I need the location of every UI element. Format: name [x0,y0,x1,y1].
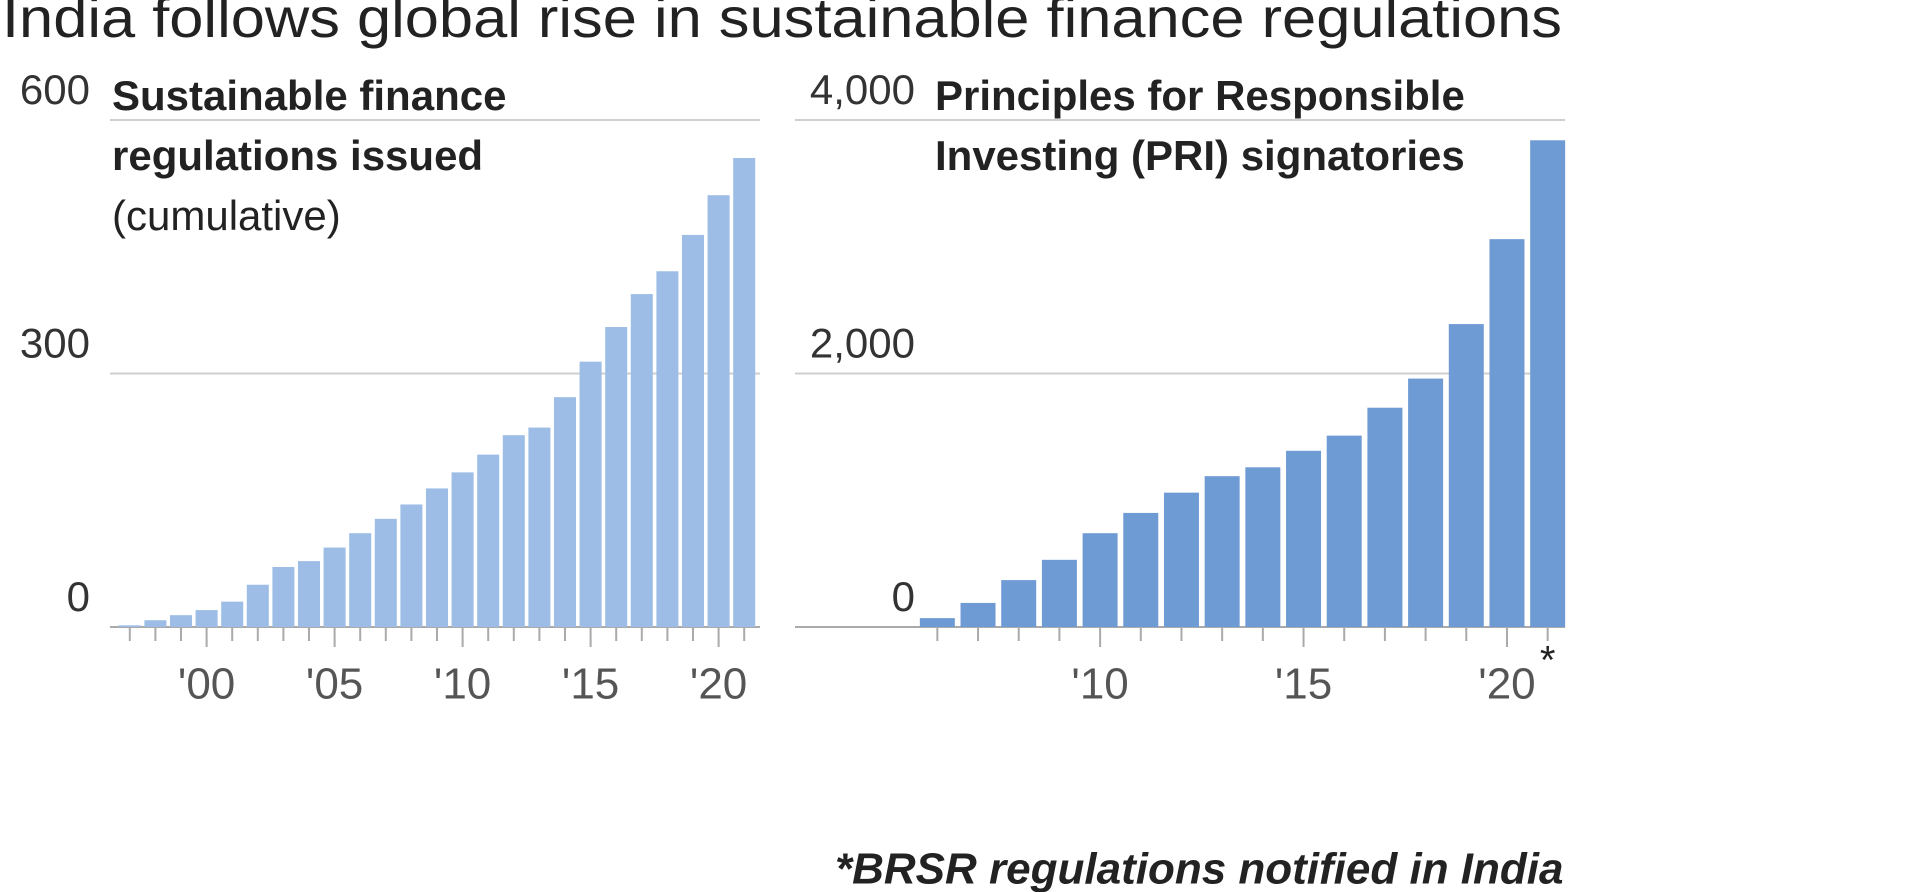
bar [733,158,756,627]
bar [1367,407,1403,627]
bar [1204,476,1240,627]
bar [144,620,167,627]
bar [374,518,397,627]
bar [630,294,653,627]
bar [400,504,423,627]
x-tick-label: '15 [562,660,619,709]
page-title: India follows global rise in sustainable… [2,0,1562,49]
bar [1041,559,1077,627]
bar [118,625,141,627]
bar [1530,140,1566,627]
bar [1448,324,1484,627]
bar [323,547,346,627]
x-tick-label: '05 [306,660,363,709]
y-tick-label: 0 [67,573,90,620]
bar [477,454,500,627]
bar [1163,492,1199,627]
annotation: * [1540,639,1556,683]
bar [656,271,679,627]
bar [1001,580,1037,627]
bar [272,567,295,627]
bar [451,472,474,627]
bar [1245,467,1281,627]
bar [502,435,525,627]
panel-title: Principles for Responsible Investing (PR… [935,72,1465,179]
bar [1408,378,1444,627]
bar [1489,239,1525,627]
y-tick-label: 600 [20,66,90,113]
bar [169,615,193,627]
bar [425,488,449,627]
x-tick-label: '00 [178,660,235,709]
bar [297,561,321,627]
y-tick-label: 2,000 [810,320,915,367]
bar [553,397,577,627]
x-tick-label: '15 [1275,660,1332,709]
y-tick-label: 4,000 [810,66,915,113]
bar [221,601,244,627]
panel-subtitle: (cumulative) [112,192,341,239]
bar [707,195,730,627]
y-tick-label: 0 [892,573,915,620]
x-tick-label: '20 [1478,660,1535,709]
bar [246,584,269,627]
bar [919,618,955,627]
y-tick-label: 300 [20,320,90,367]
footnote: *BRSR regulations notified in India [835,845,1563,892]
x-tick-label: '10 [434,660,491,709]
bar [1326,435,1362,627]
bar [681,234,705,628]
x-tick-label: '20 [690,660,747,709]
bar [349,533,372,627]
bar [579,361,602,627]
bar [1082,533,1118,627]
bar [195,610,218,627]
x-tick-label: '10 [1071,660,1128,709]
bar [1286,450,1322,627]
bar [1123,512,1159,627]
panel-title: Sustainable finance regulations issued [112,72,507,179]
bar [605,327,628,627]
bar [960,602,996,627]
bar [528,427,551,627]
